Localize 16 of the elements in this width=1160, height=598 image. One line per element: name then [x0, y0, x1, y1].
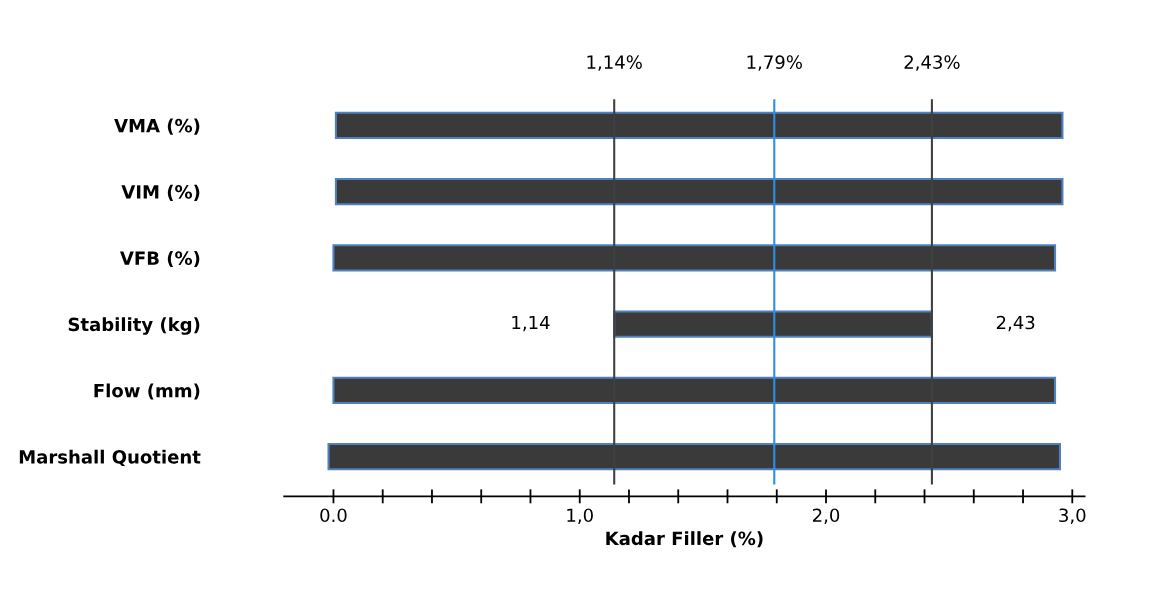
x-tick-label: 2,0	[812, 508, 840, 524]
y-tick-label: Stability (kg)	[68, 317, 200, 335]
ref-line-label: 1,14%	[587, 55, 642, 71]
ref-line-label: 2,43%	[904, 55, 960, 71]
x-axis-title: Kadar Filler (%)	[606, 531, 763, 548]
y-tick-label: VFB (%)	[120, 251, 200, 268]
x-tick-label: 0.0	[320, 508, 347, 523]
y-tick-label: Flow (mm)	[94, 383, 200, 400]
y-tick-label: Marshall Quotient	[19, 449, 201, 467]
x-tick-label: 3,0	[1059, 508, 1086, 524]
ref-line-label: 1,79%	[747, 55, 802, 71]
annotation: 1,14	[512, 315, 550, 332]
y-tick-label: VIM (%)	[121, 184, 200, 201]
y-tick-label: VMA (%)	[114, 118, 200, 135]
annotation: 2,43	[996, 315, 1035, 332]
x-tick-label: 1,0	[567, 508, 593, 524]
